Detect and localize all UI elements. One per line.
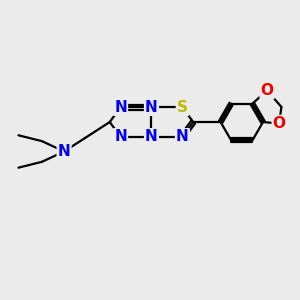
Text: N: N [114, 100, 127, 115]
Text: N: N [176, 129, 189, 144]
Text: N: N [145, 129, 158, 144]
Text: N: N [145, 100, 158, 115]
Text: S: S [177, 100, 188, 115]
Text: N: N [114, 129, 127, 144]
Text: O: O [273, 116, 286, 131]
Text: N: N [58, 144, 70, 159]
Text: O: O [261, 83, 274, 98]
